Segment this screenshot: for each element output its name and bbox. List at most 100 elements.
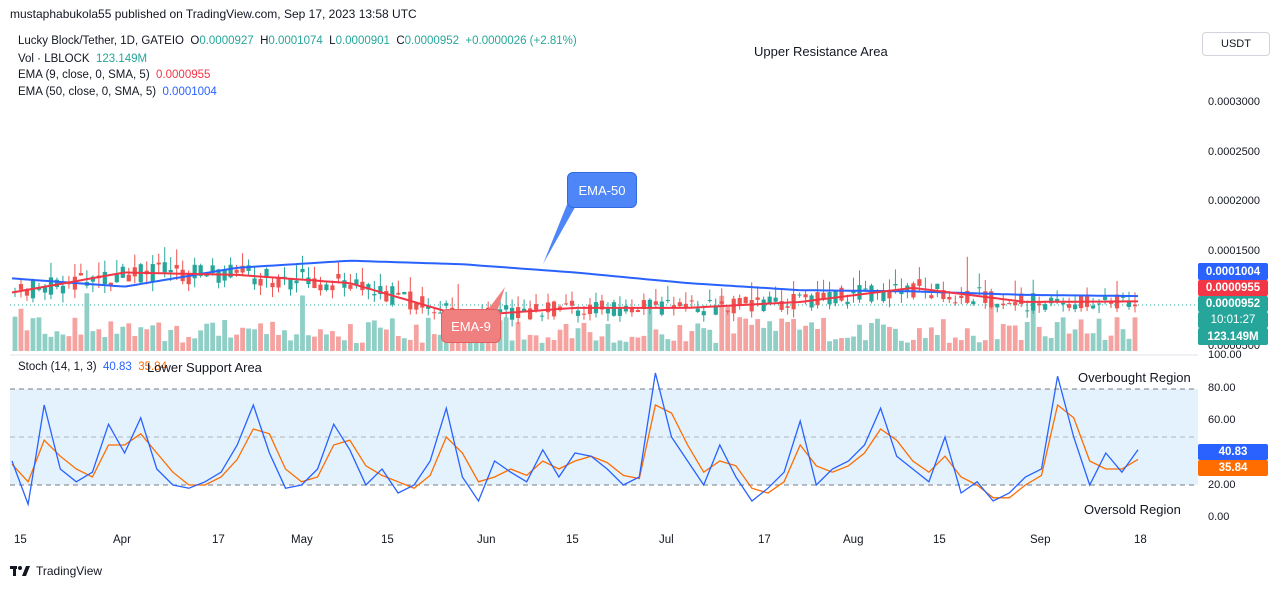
volume-bar	[857, 324, 862, 351]
upper-resistance-label: Upper Resistance Area	[754, 44, 888, 59]
candle-body	[108, 282, 113, 286]
ema50-label: EMA (50, close, 0, SMA, 5)	[18, 86, 157, 98]
ema9-line	[11, 271, 1138, 317]
volume-bar	[982, 340, 988, 351]
stoch-k-value: 40.83	[103, 361, 132, 373]
candle-body	[336, 273, 341, 279]
volume-bar	[389, 318, 395, 351]
volume-badge: 123.149M	[1198, 328, 1268, 345]
volume-bar	[324, 334, 329, 351]
candle-body	[174, 264, 179, 269]
volume-bar	[683, 341, 689, 351]
volume-bar	[330, 331, 335, 351]
volume-bar	[521, 339, 527, 351]
ema50-value: 0.0001004	[162, 86, 217, 98]
ohlc-h-label: H	[260, 35, 269, 47]
volume-bar	[803, 325, 808, 351]
volume-bar	[419, 342, 425, 351]
candle-body	[647, 299, 652, 309]
candle-body	[761, 299, 766, 312]
volume-bar	[1072, 329, 1078, 351]
candle-body	[737, 297, 742, 305]
candle-body	[815, 292, 820, 306]
stoch-axis-label: 20.00	[1208, 479, 1236, 491]
volume-bar	[407, 339, 413, 351]
candle-body	[611, 302, 617, 316]
candle-body	[977, 287, 982, 289]
volume-bar	[617, 340, 623, 351]
ema9-legend[interactable]: EMA (9, close, 0, SMA, 5) 0.0000955	[18, 69, 210, 81]
candle-body	[641, 300, 646, 309]
candle-body	[617, 308, 623, 316]
candle-body	[707, 299, 712, 301]
price-axis-label: 0.0001500	[1208, 245, 1260, 257]
volume-bar	[108, 321, 114, 351]
volume-bar	[665, 339, 671, 351]
volume-bar	[348, 324, 353, 351]
ohlc-low: 0.0000901	[335, 35, 390, 47]
candle-body	[941, 290, 946, 300]
volume-bar	[611, 342, 617, 351]
candle-body	[276, 276, 281, 288]
volume-bar	[623, 341, 629, 351]
volume-bar	[1036, 326, 1042, 351]
candle-body	[773, 297, 778, 302]
candle-body	[24, 290, 30, 296]
volume-bar	[905, 342, 910, 351]
stoch-legend[interactable]: Stoch (14, 1, 3) 40.83 35.84	[18, 361, 167, 373]
candle-body	[498, 309, 503, 313]
volume-bar	[773, 330, 779, 351]
symbol-legend[interactable]: Lucky Block/Tether, 1D, GATEIO O0.000092…	[18, 35, 577, 47]
ema50-legend[interactable]: EMA (50, close, 0, SMA, 5) 0.0001004	[18, 86, 217, 98]
volume-bar	[755, 319, 761, 351]
volume-bar	[78, 334, 84, 351]
candle-body	[581, 313, 587, 315]
volume-legend[interactable]: Vol · LBLOCK 123.149M	[18, 53, 147, 65]
volume-bar	[174, 325, 180, 351]
candle-body	[887, 290, 892, 299]
ohlc-l-label: L	[329, 35, 336, 47]
time-axis-label: Jul	[659, 534, 674, 546]
candle-body	[432, 312, 437, 314]
volume-bar	[72, 317, 78, 351]
volume-bar	[761, 327, 767, 351]
volume-bar	[90, 331, 96, 351]
candle-body	[767, 296, 772, 303]
candle-body	[438, 312, 443, 314]
volume-bar	[821, 317, 826, 351]
tradingview-footer[interactable]: TradingView	[10, 564, 102, 578]
volume-bar	[551, 340, 557, 351]
volume-bar	[677, 325, 683, 351]
volume-bar	[258, 323, 263, 351]
volume-bar	[779, 318, 785, 351]
ohlc-high: 0.0001074	[268, 35, 323, 47]
candle-body	[1090, 305, 1096, 309]
volume-bar	[300, 295, 305, 351]
time-axis-label: Jun	[477, 534, 496, 546]
volume-bar	[922, 338, 928, 351]
candle-body	[1007, 303, 1012, 305]
volume-bar	[899, 340, 904, 351]
time-axis-label: 17	[758, 534, 771, 546]
candle-body	[102, 271, 107, 285]
volume-bar	[18, 308, 24, 351]
volume-bar	[342, 340, 347, 351]
volume-bar	[431, 334, 437, 351]
volume-bar	[875, 318, 880, 351]
candle-body	[180, 269, 185, 282]
volume-bar	[946, 342, 952, 351]
currency-button[interactable]: USDT	[1202, 32, 1270, 56]
volume-bar	[1048, 338, 1054, 351]
volume-bar	[216, 335, 222, 351]
volume-bar	[383, 329, 389, 351]
volume-bar	[869, 323, 874, 351]
volume-bar	[1090, 333, 1096, 351]
volume-bar	[30, 318, 36, 351]
candle-body	[420, 296, 425, 308]
time-axis-label: 18	[1134, 534, 1147, 546]
ohlc-o-label: O	[190, 35, 200, 47]
volume-bar	[180, 342, 186, 351]
candle-body	[725, 310, 730, 312]
volume-bar	[569, 338, 575, 351]
